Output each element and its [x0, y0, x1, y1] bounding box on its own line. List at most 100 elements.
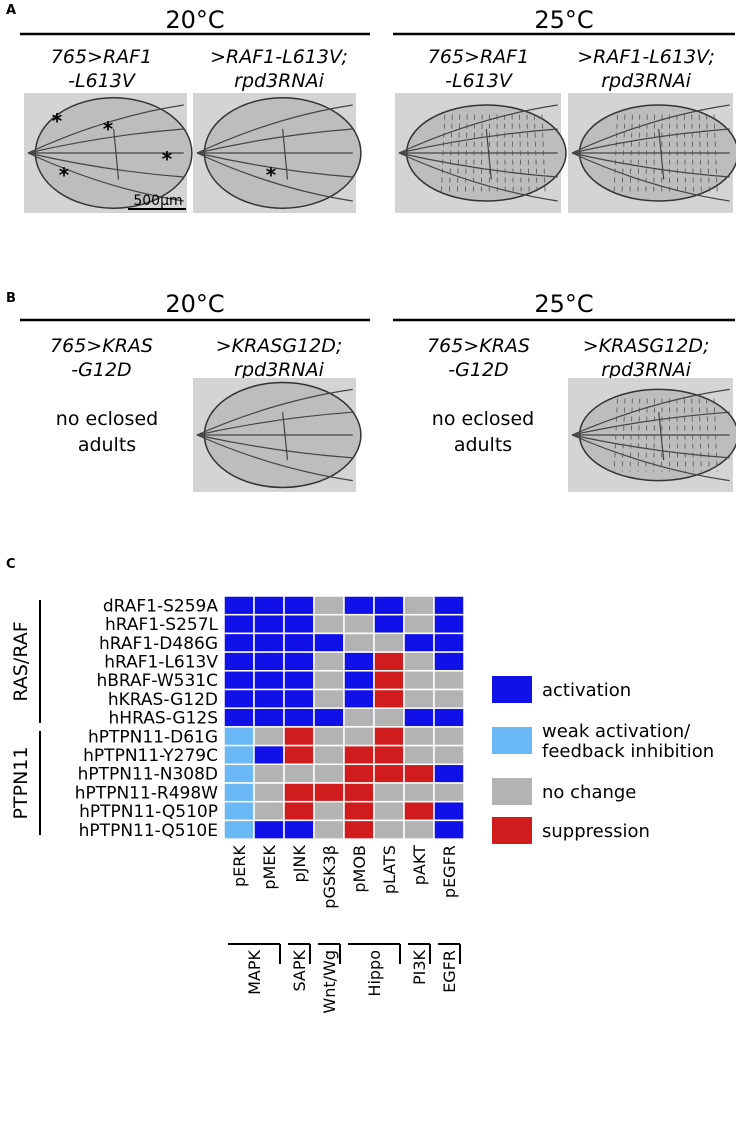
heatmap-cell	[343, 651, 375, 672]
genotype-label: >KRASG12D;	[583, 335, 710, 357]
wing-vein	[196, 152, 353, 202]
heatmap-cell	[253, 763, 285, 784]
wing-fold	[629, 398, 633, 472]
heatmap-cell	[373, 670, 405, 691]
row-label: dRAF1-S259A	[103, 596, 219, 616]
wing-image	[568, 93, 736, 213]
heatmap-cell	[373, 595, 405, 616]
genotype-label: 765>KRAS	[50, 335, 153, 357]
asterisk: *	[52, 109, 63, 133]
heatmap-cell	[223, 632, 255, 653]
heatmap-cell	[253, 670, 285, 691]
row-label: hRAF1-L613V	[104, 652, 218, 672]
wing-fold	[713, 398, 718, 472]
heatmap-cell	[433, 782, 465, 803]
wing-image	[395, 93, 567, 213]
column-group-label: Wnt/Wg	[320, 950, 339, 1014]
heatmap-cell	[223, 595, 255, 616]
wing-fold	[629, 114, 633, 192]
heatmap-cell	[343, 613, 375, 635]
wing-fold	[637, 114, 641, 192]
heatmap-cell	[433, 595, 465, 616]
temperature-label: 20°C	[165, 290, 224, 318]
heatmap-cell	[253, 595, 285, 616]
heatmap-cell	[283, 744, 315, 766]
panel-label: C	[6, 557, 16, 572]
heatmap-cell	[253, 744, 285, 766]
heatmap-cell	[253, 632, 285, 653]
row-group-label: RAS/RAF	[10, 621, 32, 701]
legend-label: weak activation/	[542, 721, 691, 742]
heatmap-cell	[433, 744, 465, 766]
heatmap-cell	[373, 707, 405, 728]
wing-vein	[27, 152, 184, 202]
heatmap-cell	[313, 613, 345, 635]
column-label: pMOB	[350, 845, 369, 893]
column-label: pLATS	[380, 845, 399, 894]
heatmap-cell	[403, 670, 435, 691]
panel-label: A	[6, 3, 16, 18]
heatmap-cell	[313, 782, 345, 803]
temperature-label: 25°C	[534, 290, 593, 318]
heatmap-cell	[433, 726, 465, 747]
heatmap-cell	[433, 670, 465, 691]
wing-vein	[196, 152, 353, 178]
genotype-label: rpd3RNAi	[234, 359, 324, 381]
wing-fold	[504, 114, 506, 192]
no-adults-note: no eclosed	[432, 408, 534, 430]
genotype-label: -L613V	[445, 70, 514, 92]
heatmap-cell	[223, 800, 255, 822]
heatmap-cell	[313, 651, 345, 672]
wing-vein	[571, 152, 730, 202]
wing-fold	[519, 114, 522, 192]
heatmap-cell	[343, 782, 375, 803]
heatmap-cell	[283, 613, 315, 635]
column-label: pGSK3β	[320, 845, 339, 909]
wing-fold	[472, 114, 476, 192]
column-label: pAKT	[410, 845, 429, 885]
wing-vein	[196, 434, 353, 459]
heatmap-cell	[403, 819, 435, 840]
heatmap-cell	[253, 726, 285, 747]
heatmap-cell	[313, 800, 345, 822]
heatmap-cell	[373, 782, 405, 803]
genotype-label: rpd3RNAi	[601, 359, 691, 381]
row-label: hPTPN11-Y279C	[83, 746, 218, 766]
heatmap-cell	[403, 763, 435, 784]
heatmap-cell	[343, 632, 375, 653]
heatmap-cell	[433, 763, 465, 784]
heatmap-cell	[403, 595, 435, 616]
heatmap-cell	[343, 800, 375, 822]
wing-fold	[541, 114, 546, 192]
heatmap-cell	[283, 632, 315, 653]
wing-crossvein	[113, 128, 120, 180]
asterisk: *	[162, 147, 173, 171]
asterisk: *	[59, 163, 70, 187]
heatmap-cell	[433, 819, 465, 840]
wing-vein	[398, 152, 558, 202]
row-group-label: PTPN11	[10, 747, 32, 820]
wing-fold	[613, 114, 618, 192]
heatmap-cell	[283, 688, 315, 709]
row-label: hPTPN11-R498W	[75, 783, 218, 803]
genotype-label: rpd3RNAi	[601, 70, 691, 92]
wing-fold	[698, 398, 702, 472]
heatmap-cell	[253, 782, 285, 803]
heatmap-cell	[433, 632, 465, 653]
wing-fold	[713, 114, 718, 192]
heatmap-cell	[223, 688, 255, 709]
heatmap-cell	[433, 688, 465, 709]
legend-label: no change	[542, 782, 636, 803]
genotype-label: >KRASG12D;	[216, 335, 343, 357]
heatmap-cell	[403, 800, 435, 822]
temperature-label: 20°C	[165, 6, 224, 34]
row-label: hPTPN11-Q510E	[79, 821, 218, 841]
wing-crossvein	[485, 128, 492, 180]
column-label: pEGFR	[440, 845, 459, 898]
heatmap-cell	[283, 707, 315, 728]
wing-fold	[480, 114, 483, 192]
column-label: pMEK	[260, 845, 279, 890]
scale-bar-label: 500µm	[133, 193, 182, 209]
heatmap-cell	[313, 670, 345, 691]
heatmap-cell	[313, 688, 345, 709]
